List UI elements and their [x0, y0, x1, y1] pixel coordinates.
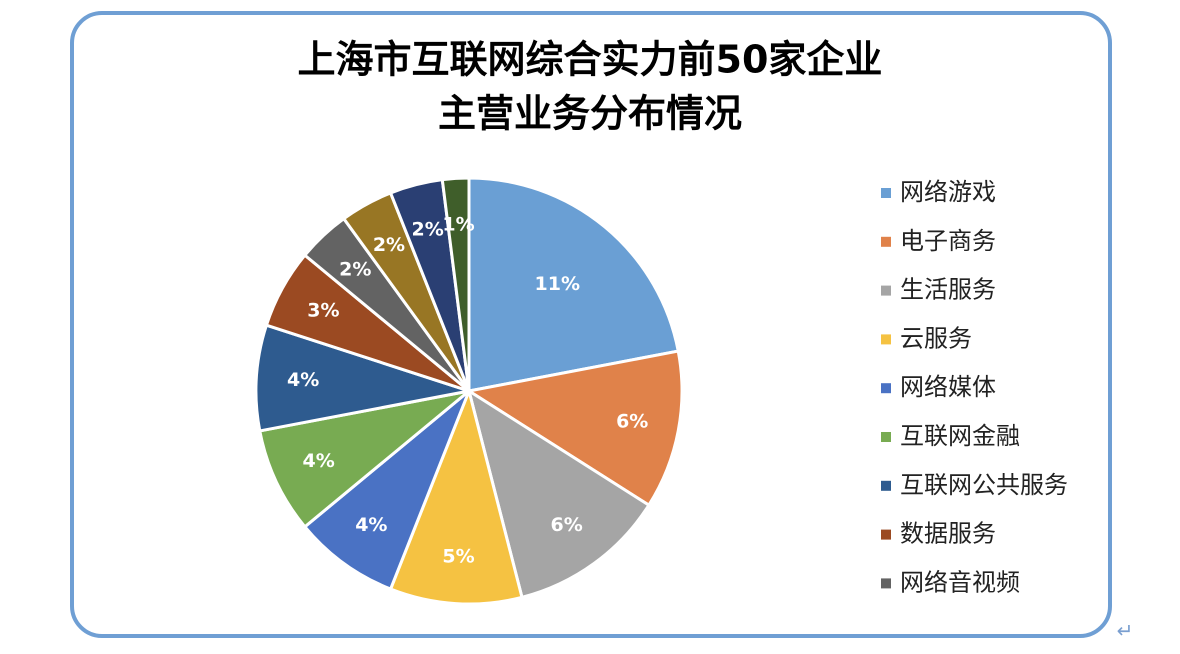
- pie-slice: [440, 176, 471, 392]
- data-label: 6%: [616, 411, 648, 433]
- legend-marker: [881, 578, 891, 589]
- legend-label: 电子商务: [900, 227, 996, 255]
- pie-slice: [466, 387, 651, 600]
- pie-slice: [467, 176, 680, 393]
- data-label: 2%: [412, 219, 444, 241]
- pie-slice: [388, 386, 524, 606]
- chart-title: 上海市互联网综合实力前50家企业: [298, 38, 883, 82]
- legend-label: 数据服务: [900, 520, 996, 548]
- data-label: 5%: [442, 545, 474, 567]
- data-label: 1%: [442, 214, 474, 236]
- pie-slice: [258, 389, 470, 529]
- chart-title: 主营业务分布情况: [438, 92, 742, 136]
- legend-marker: [881, 285, 891, 296]
- data-label: 4%: [303, 450, 335, 472]
- pie-slice: [302, 389, 471, 591]
- legend-label: 互联网金融: [900, 422, 1020, 450]
- legend-label: 生活服务: [900, 276, 996, 304]
- legend-marker: [881, 236, 891, 247]
- legend-marker: [881, 334, 891, 345]
- legend-label: 网络音视频: [900, 568, 1020, 596]
- legend-marker: [881, 529, 891, 540]
- legend-marker: [881, 480, 891, 491]
- legend-label: 云服务: [900, 324, 972, 352]
- legend-label: 网络游戏: [900, 178, 996, 206]
- data-label: 3%: [307, 299, 339, 321]
- legend-label: 网络媒体: [900, 373, 996, 401]
- legend-marker: [881, 383, 891, 394]
- data-label: 2%: [373, 234, 405, 256]
- data-label: 6%: [551, 514, 583, 536]
- data-label: 4%: [287, 369, 319, 391]
- data-label: 11%: [535, 273, 580, 295]
- legend-marker: [881, 188, 891, 198]
- paragraph-mark: ↵: [1117, 619, 1134, 643]
- legend-label: 互联网公共服务: [900, 471, 1068, 499]
- data-label: 2%: [339, 258, 371, 280]
- pie-slice: [254, 323, 470, 433]
- pie-slice: [464, 349, 684, 508]
- data-label: 4%: [355, 514, 387, 536]
- legend-marker: [881, 432, 891, 442]
